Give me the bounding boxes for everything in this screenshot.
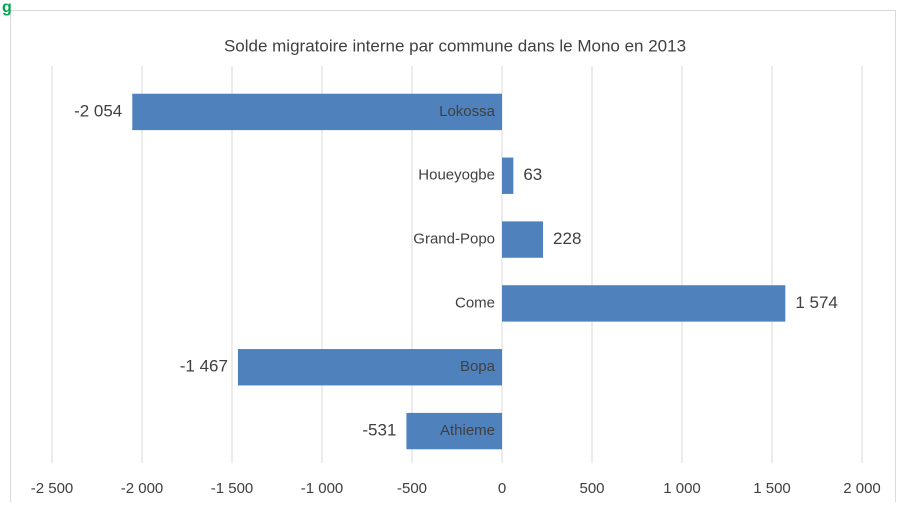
value-label: -531 [362, 421, 396, 440]
x-tick-label: -2 500 [31, 480, 74, 497]
category-label: Come [455, 294, 495, 311]
x-tick-label: 1 000 [663, 480, 701, 497]
x-tick-label: -1 500 [211, 480, 254, 497]
bar [406, 412, 502, 450]
x-tick-label: 2 000 [843, 480, 881, 497]
category-label: Lokossa [439, 103, 496, 120]
chart-title: Solde migratoire interne par commune dan… [224, 36, 686, 55]
x-tick-label: -500 [397, 480, 427, 497]
x-tick-label: 500 [579, 480, 604, 497]
value-label: 228 [553, 229, 581, 248]
category-label: Grand-Popo [413, 231, 495, 248]
x-tick-label: -1 000 [301, 480, 344, 497]
x-tick-label: 1 500 [753, 480, 791, 497]
figure-label: g [2, 0, 12, 16]
category-label: Houeyogbe [418, 167, 495, 184]
category-label: Athieme [440, 422, 495, 439]
value-label: 63 [523, 165, 542, 184]
value-label: -2 054 [74, 101, 122, 120]
bar [502, 157, 514, 194]
category-label: Bopa [460, 358, 496, 375]
x-tick-label: -2 000 [121, 480, 164, 497]
x-tick-label: 0 [498, 480, 506, 497]
bar [502, 285, 786, 322]
value-label: 1 574 [795, 293, 838, 312]
bar [502, 221, 544, 258]
bar [237, 349, 502, 386]
bar [132, 93, 502, 131]
value-label: -1 467 [180, 357, 228, 376]
